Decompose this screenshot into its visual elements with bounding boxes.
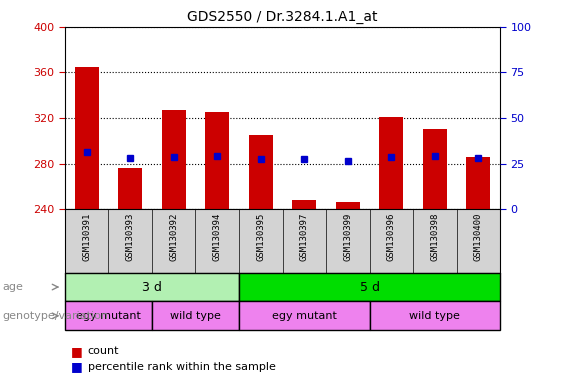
Bar [379,117,403,209]
Text: ■: ■ [71,360,82,373]
Bar [466,157,490,209]
Text: count: count [88,346,119,356]
Bar [336,202,360,209]
Bar [65,273,239,301]
Bar [370,301,500,330]
Bar [239,301,370,330]
Text: GSM130400: GSM130400 [474,212,483,261]
Text: percentile rank within the sample: percentile rank within the sample [88,362,276,372]
Bar [65,301,152,330]
Text: wild type: wild type [170,311,221,321]
Bar [162,110,186,209]
Text: egy mutant: egy mutant [76,311,141,321]
Text: GSM130394: GSM130394 [213,212,221,261]
Text: egy mutant: egy mutant [272,311,337,321]
Bar [292,200,316,209]
Text: genotype/variation: genotype/variation [3,311,109,321]
Text: GSM130397: GSM130397 [300,212,308,261]
Text: 3 d: 3 d [142,281,162,293]
Text: GSM130396: GSM130396 [387,212,396,261]
Bar [205,113,229,209]
Bar [152,301,239,330]
Text: wild type: wild type [409,311,460,321]
Bar [423,129,447,209]
Text: GSM130393: GSM130393 [126,212,134,261]
Bar [239,273,500,301]
Text: ■: ■ [71,345,82,358]
Bar [75,67,99,209]
Text: GSM130398: GSM130398 [431,212,439,261]
Text: 5 d: 5 d [359,281,380,293]
Bar [249,135,273,209]
Text: GSM130399: GSM130399 [344,212,352,261]
Bar [118,168,142,209]
Text: GSM130391: GSM130391 [82,212,91,261]
Text: age: age [3,282,24,292]
Text: GDS2550 / Dr.3284.1.A1_at: GDS2550 / Dr.3284.1.A1_at [187,10,378,23]
Text: GSM130392: GSM130392 [170,212,178,261]
Text: GSM130395: GSM130395 [257,212,265,261]
